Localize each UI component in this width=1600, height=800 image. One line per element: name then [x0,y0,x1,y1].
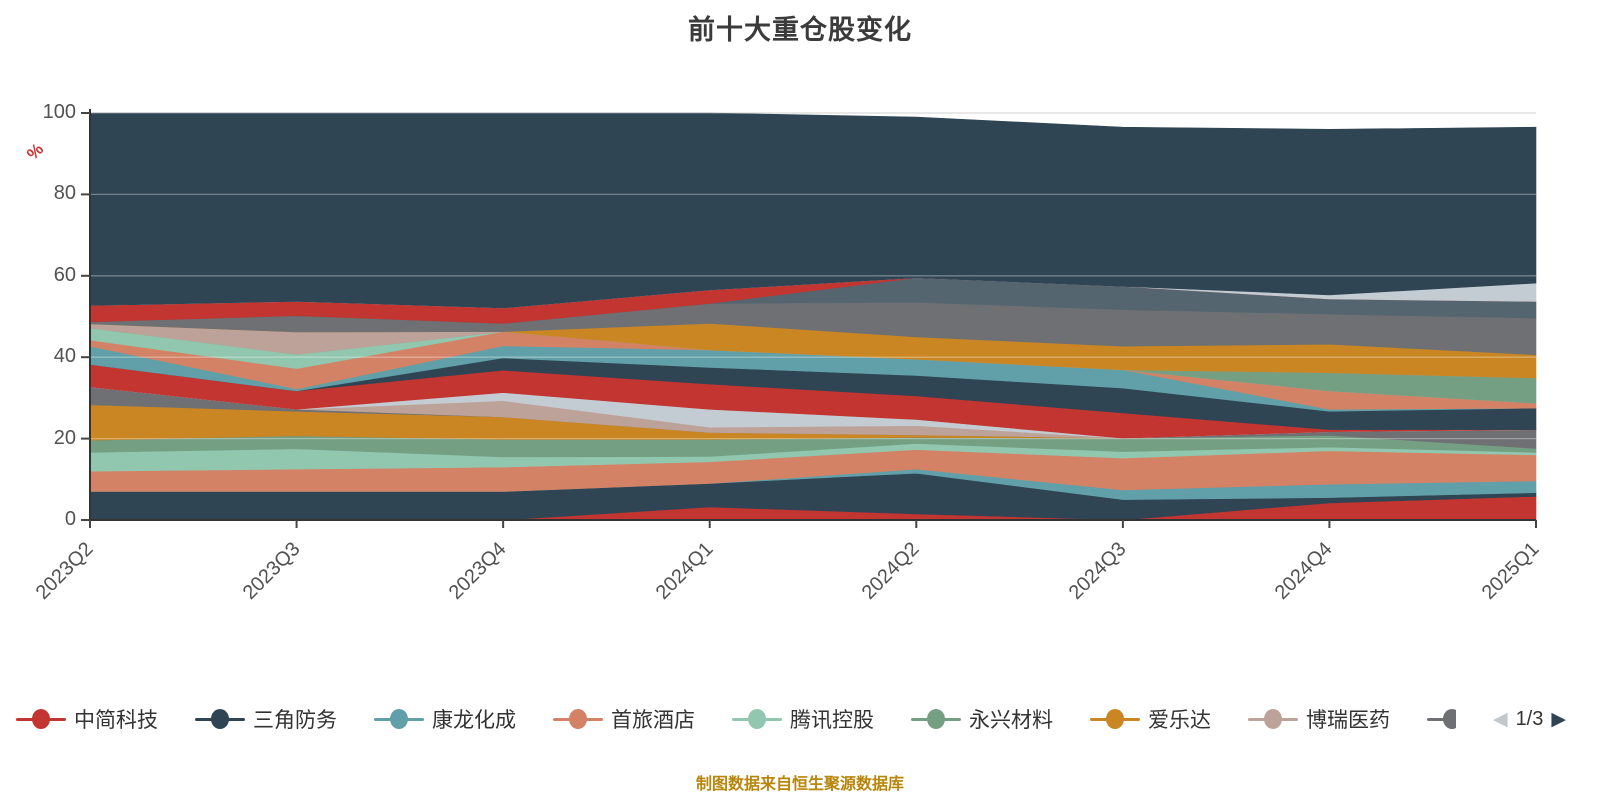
legend-line-dot-icon [1427,708,1456,730]
legend-label: 博瑞医药 [1306,709,1390,732]
legend-line-dot-icon [1248,708,1298,730]
legend-item-康龙化成[interactable]: 康龙化成 [374,704,516,734]
legend-pager: ◀ 1/3 ▶ [1493,700,1566,738]
legend-line-dot-icon [732,708,782,730]
y-axis-label-40: 40 [53,345,76,368]
legend-label: 腾讯控股 [790,709,874,732]
legend-line-dot-icon [195,708,245,730]
legend: 中简科技 三角防务 康龙化成 首旅酒店 腾讯控股 永兴材料 爱乐达 博瑞医药 纳 [16,700,1456,738]
legend-line-dot-icon [16,708,66,730]
legend-item-纳[interactable]: 纳 [1427,704,1456,734]
legend-page-indicator: 1/3 [1515,707,1544,730]
legend-prev-button[interactable]: ◀ [1492,708,1508,730]
y-axis-label-80: 80 [53,182,76,205]
legend-item-博瑞医药[interactable]: 博瑞医药 [1248,704,1390,734]
data-source-caption: 制图数据来自恒生聚源数据库 [695,776,904,793]
legend-item-爱乐达[interactable]: 爱乐达 [1090,704,1211,734]
area-band-others-top [89,112,1537,309]
y-axis-label-20: 20 [53,426,76,449]
legend-item-腾讯控股[interactable]: 腾讯控股 [732,704,874,734]
legend-item-中简科技[interactable]: 中简科技 [16,704,158,734]
legend-item-永兴材料[interactable]: 永兴材料 [911,704,1053,734]
legend-line-dot-icon [553,708,603,730]
y-axis-label-100: 100 [42,101,76,123]
legend-item-首旅酒店[interactable]: 首旅酒店 [553,704,695,734]
legend-line-dot-icon [374,708,424,730]
y-axis-label-60: 60 [53,263,76,286]
legend-label: 中简科技 [74,709,158,732]
legend-label: 康龙化成 [432,709,516,732]
legend-item-三角防务[interactable]: 三角防务 [195,704,337,734]
legend-label: 永兴材料 [969,709,1053,732]
legend-line-dot-icon [911,708,961,730]
legend-label: 三角防务 [253,709,337,732]
legend-line-dot-icon [1090,708,1140,730]
y-axis-label-0: 0 [64,508,76,530]
legend-label: 爱乐达 [1148,709,1211,732]
page-title: 前十大重仓股变化 [688,15,912,45]
legend-next-button[interactable]: ▶ [1551,708,1566,730]
legend-label: 首旅酒店 [611,709,695,732]
